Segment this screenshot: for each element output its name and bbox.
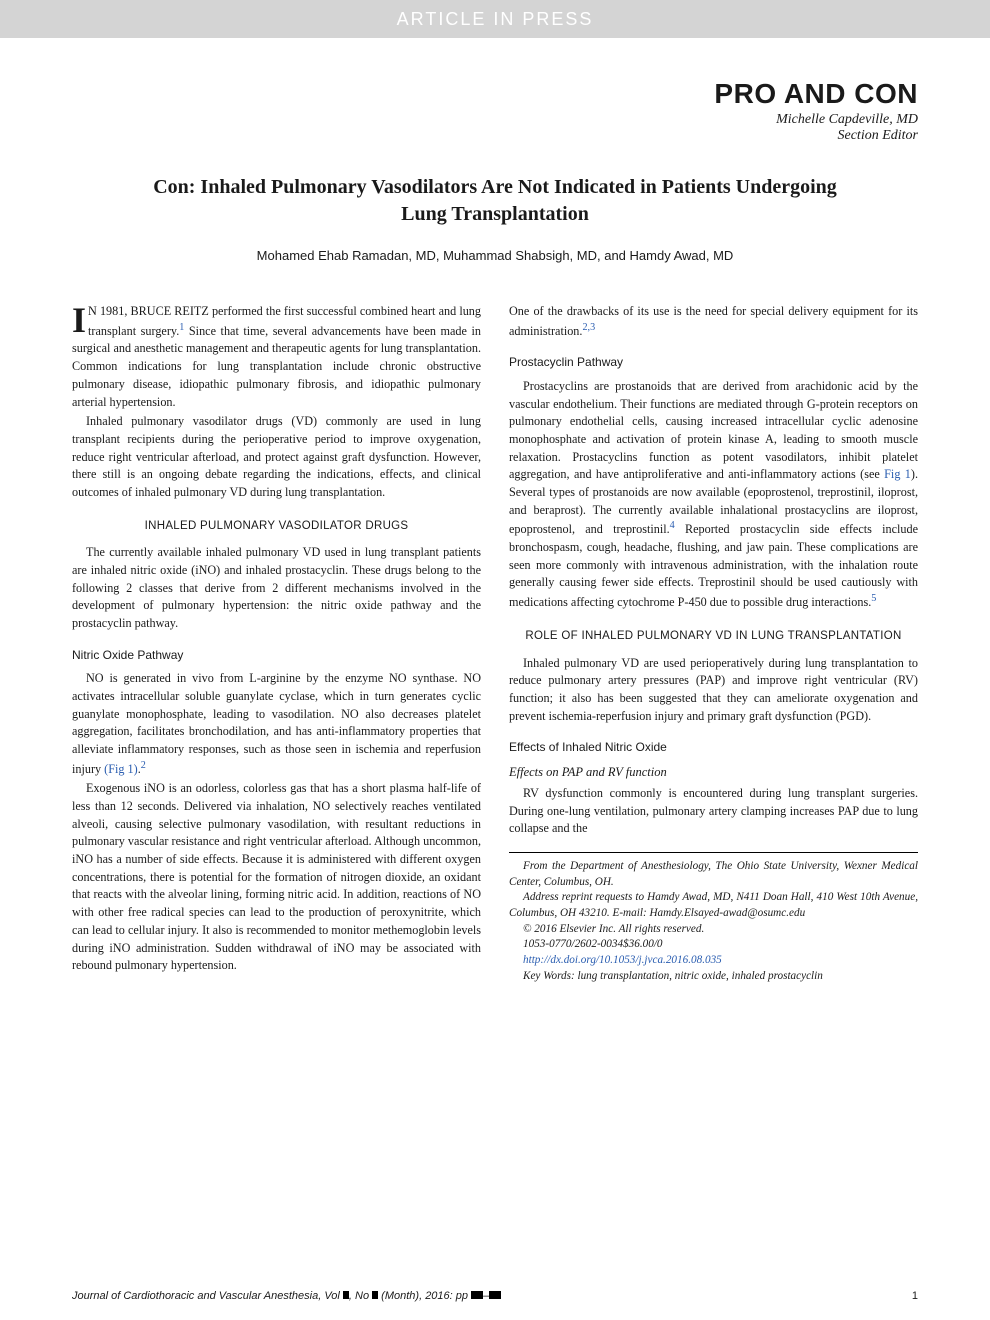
ref-2[interactable]: 2	[141, 760, 146, 771]
no-pathway-p2: Exogenous iNO is an odorless, colorless …	[72, 780, 481, 975]
pap-rv-p1: RV dysfunction commonly is encountered d…	[509, 785, 918, 838]
page-content: PRO AND CON Michelle Capdeville, MD Sect…	[0, 38, 990, 984]
right-column: One of the drawbacks of its use is the n…	[509, 303, 918, 984]
article-authors: Mohamed Ehab Ramadan, MD, Muhammad Shabs…	[72, 248, 918, 263]
two-column-body: IN 1981, BRUCE REITZ performed the first…	[72, 303, 918, 984]
banner-text: ARTICLE IN PRESS	[397, 9, 594, 30]
intro-paragraph-1: IN 1981, BRUCE REITZ performed the first…	[72, 303, 481, 411]
prost-text-a: Prostacyclins are prostanoids that are d…	[509, 379, 918, 481]
footer-journal: Journal of Cardiothoracic and Vascular A…	[72, 1290, 501, 1302]
right-p1-text: One of the drawbacks of its use is the n…	[509, 304, 918, 338]
left-column: IN 1981, BRUCE REITZ performed the first…	[72, 303, 481, 984]
section-title: PRO AND CON	[72, 78, 918, 110]
affiliation-block: From the Department of Anesthesiology, T…	[509, 852, 918, 984]
affil-from: From the Department of Anesthesiology, T…	[509, 859, 918, 890]
subheading-pap-rv: Effects on PAP and RV function	[509, 763, 918, 781]
article-in-press-banner: ARTICLE IN PRESS	[0, 0, 990, 38]
fig1-link[interactable]: (Fig 1)	[104, 762, 138, 776]
page-footer: Journal of Cardiothoracic and Vascular A…	[72, 1290, 918, 1302]
vd-drugs-paragraph: The currently available inhaled pulmonar…	[72, 544, 481, 632]
heading-nitric-oxide-pathway: Nitric Oxide Pathway	[72, 647, 481, 664]
fig1-link-2[interactable]: Fig 1	[884, 467, 911, 481]
heading-effects-ino: Effects of Inhaled Nitric Oxide	[509, 739, 918, 756]
affil-copyright: © 2016 Elsevier Inc. All rights reserved…	[509, 922, 918, 938]
footer-no-label: , No	[349, 1290, 372, 1302]
affil-issn: 1053-0770/2602-0034$36.00/0	[509, 937, 918, 953]
ref-2-3[interactable]: 2,3	[582, 322, 595, 333]
prostacyclin-p1: Prostacyclins are prostanoids that are d…	[509, 378, 918, 612]
keywords: Key Words: lung transplantation, nitric …	[509, 969, 918, 985]
page-number: 1	[912, 1290, 918, 1302]
placeholder-box-icon	[495, 1291, 501, 1299]
section-header: PRO AND CON Michelle Capdeville, MD Sect…	[72, 78, 918, 144]
no-pathway-p1: NO is generated in vivo from L-arginine …	[72, 670, 481, 778]
doi-link[interactable]: http://dx.doi.org/10.1053/j.jvca.2016.08…	[523, 954, 722, 966]
heading-role-vd-lung-tx: ROLE OF INHALED PULMONARY VD IN LUNG TRA…	[509, 628, 918, 645]
role-p1: Inhaled pulmonary VD are used perioperat…	[509, 655, 918, 726]
heading-inhaled-vd-drugs: INHALED PULMONARY VASODILATOR DRUGS	[72, 518, 481, 535]
affil-reprint: Address reprint requests to Hamdy Awad, …	[509, 890, 918, 921]
article-title: Con: Inhaled Pulmonary Vasodilators Are …	[152, 174, 838, 228]
footer-vol-label: Vol	[321, 1290, 343, 1302]
no-p1-text: NO is generated in vivo from L-arginine …	[72, 671, 481, 776]
heading-prostacyclin-pathway: Prostacyclin Pathway	[509, 354, 918, 371]
footer-month-label: (Month), 2016: pp	[378, 1290, 471, 1302]
section-editor-role: Section Editor	[72, 128, 918, 144]
footer-journal-name: Journal of Cardiothoracic and Vascular A…	[72, 1290, 321, 1302]
dropcap: I	[72, 303, 88, 335]
intro-paragraph-2: Inhaled pulmonary vasodilator drugs (VD)…	[72, 413, 481, 501]
right-p1: One of the drawbacks of its use is the n…	[509, 303, 918, 340]
section-editor-name: Michelle Capdeville, MD	[72, 112, 918, 128]
ref-5[interactable]: 5	[871, 593, 876, 604]
